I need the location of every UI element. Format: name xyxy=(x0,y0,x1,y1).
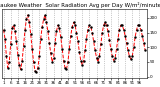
Title: Milwaukee Weather  Solar Radiation Avg per Day W/m²/minute: Milwaukee Weather Solar Radiation Avg pe… xyxy=(0,2,160,8)
